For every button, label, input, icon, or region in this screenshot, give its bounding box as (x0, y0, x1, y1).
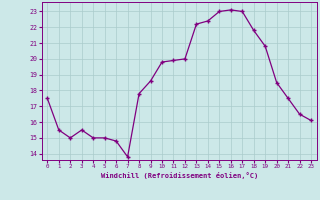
X-axis label: Windchill (Refroidissement éolien,°C): Windchill (Refroidissement éolien,°C) (100, 172, 258, 179)
